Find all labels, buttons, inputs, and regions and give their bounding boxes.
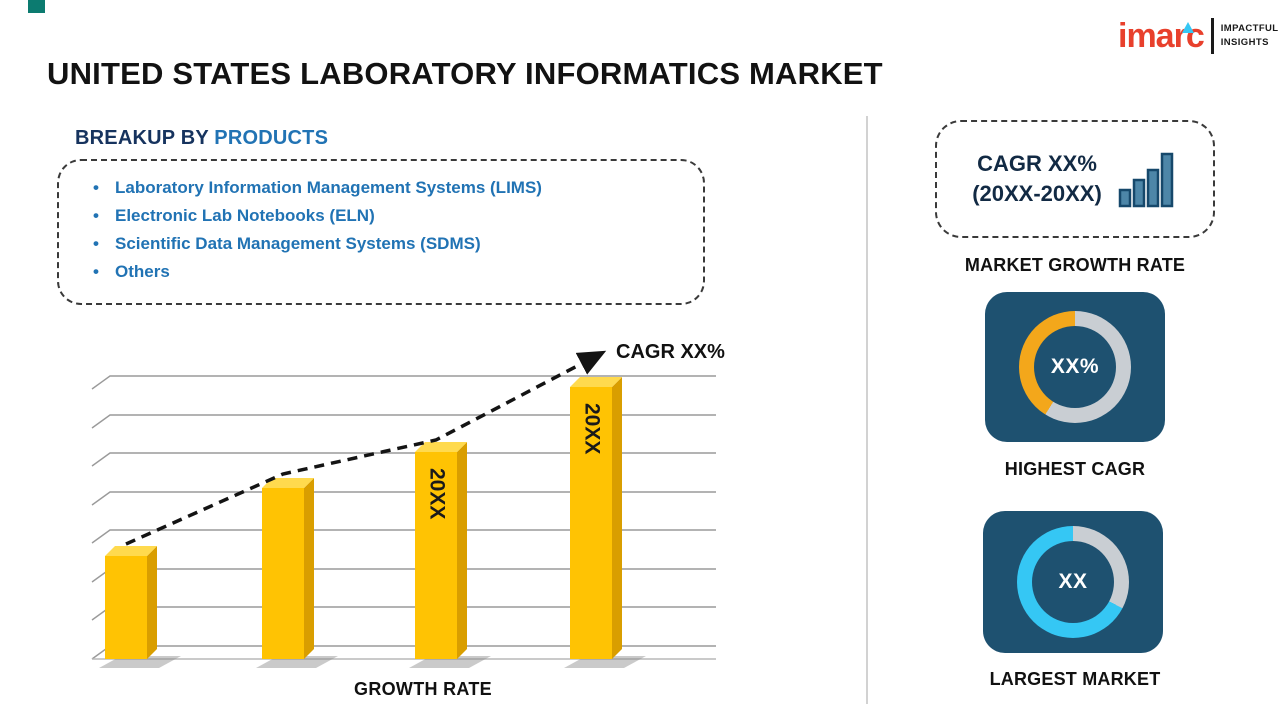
breakup-heading-highlight: PRODUCTS [214,127,329,149]
largest-market-tile: XX [983,511,1163,653]
bar-3d [99,546,181,668]
bar-3d: 20XX [409,442,491,668]
products-list-box: Laboratory Information Management System… [57,159,705,305]
cagr-trend-label: CAGR XX% [616,341,725,363]
bars-layer: 20XX 20XX [99,377,646,668]
largest-market-caption: LARGEST MARKET [989,669,1161,689]
breakup-heading-prefix: BREAKUP BY [75,127,215,149]
list-item: Others [79,258,683,286]
bar-3d: 20XX [564,377,646,668]
imarc-logo-tagline: IMPACTFUL INSIGHTS [1221,22,1279,51]
highest-cagr-tile: XX% [985,292,1165,442]
imarc-logo-divider [1210,18,1214,54]
cagr-period-line: (20XX-20XX) [972,181,1102,206]
imarc-tagline-line1: IMPACTFUL [1220,22,1279,34]
bar-label: 20XX [580,403,603,454]
list-item: Scientific Data Management Systems (SDMS… [79,230,683,258]
chart-x-axis-label: GROWTH RATE [354,679,492,699]
vertical-divider [866,116,868,704]
growth-bar-chart: 20XX 20XX [60,340,730,685]
highest-cagr-value: XX% [1034,326,1116,408]
breakup-heading: BREAKUP BY PRODUCTS [75,127,328,150]
imarc-tagline-line2: INSIGHTS [1220,37,1269,48]
imarc-logo: imarc IMPACTFUL INSIGHTS [1118,18,1279,54]
market-growth-rate-caption: MARKET GROWTH RATE [964,255,1186,275]
bar-chart-icon [1118,152,1174,208]
corner-accent-shape [28,0,45,13]
products-list: Laboratory Information Management System… [79,174,683,286]
list-item: Electronic Lab Notebooks (ELN) [79,202,683,230]
bar-label: 20XX [425,468,448,519]
largest-market-value: XX [1032,541,1114,623]
chart-gridlines [91,375,716,660]
bar-3d [256,478,338,668]
cagr-value-line: CAGR XX% [977,151,1097,177]
imarc-logo-wordmark: imarc [1118,19,1205,53]
market-growth-rate-card: CAGR XX% (20XX-20XX) [935,120,1215,238]
list-item: Laboratory Information Management System… [79,174,683,202]
page-title: UNITED STATES LABORATORY INFORMATICS MAR… [47,56,883,91]
highest-cagr-caption: HIGHEST CAGR [1004,459,1146,479]
highest-cagr-donut-chart: XX% [1019,311,1131,423]
market-growth-rate-text: CAGR XX% (20XX-20XX) [972,149,1102,208]
bar-chart-canvas: 20XX 20XX [91,350,716,668]
largest-market-donut-chart: XX [1017,526,1129,638]
cagr-trend-line [125,350,607,546]
imarc-logo-cyan-accent-icon [1182,22,1194,33]
